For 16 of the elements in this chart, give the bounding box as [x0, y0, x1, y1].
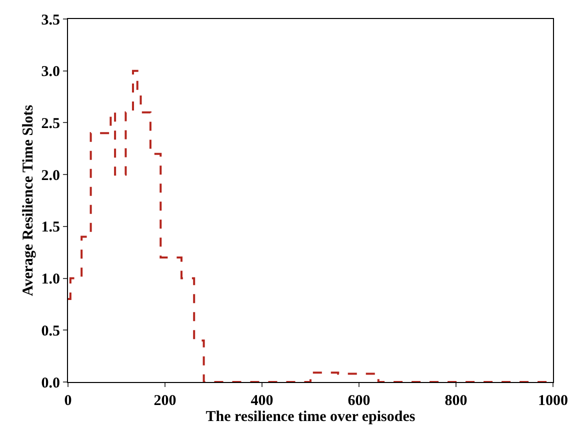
x-tick-label: 1000	[538, 393, 568, 409]
y-axis-title: Average Resilience Time Slots	[20, 104, 36, 296]
y-tick-label: 0.0	[41, 375, 60, 392]
x-tick-label: 400	[250, 393, 274, 409]
y-tick-label: 2.5	[41, 116, 60, 132]
y-tick-label: 1.5	[41, 220, 60, 236]
y-tick-label: 0.5	[41, 323, 60, 340]
y-tick-label: 3.0	[41, 64, 60, 80]
x-axis-title: The resilience time over episodes	[206, 409, 416, 425]
y-tick-label: 2.0	[41, 168, 60, 184]
y-tick-label: 3.5	[41, 12, 60, 28]
x-tick-label: 0	[64, 393, 72, 409]
x-tick-label: 200	[154, 393, 176, 409]
x-tick-label: 600	[348, 393, 370, 409]
x-tick-label: 800	[444, 393, 468, 409]
y-tick-label: 1.0	[41, 272, 60, 288]
